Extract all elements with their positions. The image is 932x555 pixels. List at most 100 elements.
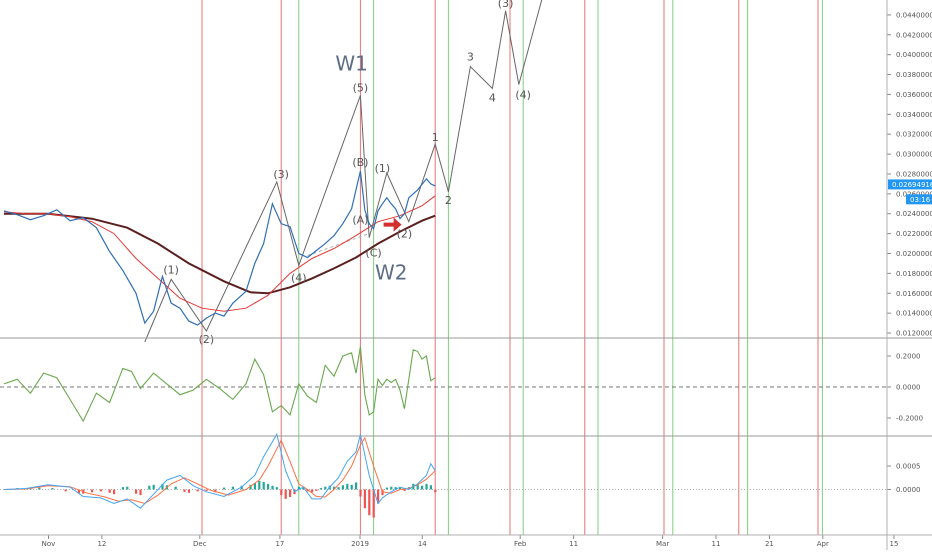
histogram-bar — [174, 486, 177, 490]
time-tick-label: Apr — [817, 540, 829, 548]
histogram-bar — [377, 489, 380, 504]
histogram-bar — [297, 486, 300, 490]
wave-label: (2) — [199, 333, 215, 346]
macd-line — [3, 432, 436, 509]
time-tick-label: 21 — [765, 540, 774, 548]
wave-label: (2) — [397, 228, 413, 241]
time-tick-label: 12 — [97, 540, 106, 548]
histogram-bar — [51, 488, 54, 490]
osc1-tick-label: 0.2000 — [896, 353, 921, 361]
histogram-bar — [385, 487, 388, 490]
histogram-bar — [319, 488, 322, 490]
osc1-tick-label: -0.2000 — [896, 414, 923, 422]
histogram-bar — [258, 481, 261, 490]
histogram-bar — [416, 484, 419, 490]
wave-label: (1) — [375, 162, 391, 175]
cycle-lines — [201, 0, 823, 535]
histogram-bar — [311, 489, 314, 493]
histogram-bar — [390, 486, 393, 490]
histogram-bar — [372, 489, 375, 518]
wave-label: (3) — [498, 0, 514, 10]
histogram-bar — [196, 489, 199, 492]
dashed-trendline — [307, 233, 370, 256]
oscillator-2-pane[interactable]: 0.0005 0.0000 — [0, 432, 921, 518]
wave-label: (1) — [163, 263, 179, 276]
histogram-bar — [359, 489, 362, 497]
countdown-badge — [906, 194, 932, 205]
histogram-bar — [306, 489, 309, 492]
histogram-bar — [139, 489, 142, 496]
histogram-bar — [148, 485, 151, 490]
histogram-bar — [64, 489, 67, 492]
time-tick-label: Feb — [514, 540, 527, 548]
histogram-bar — [284, 489, 287, 499]
histogram-bar — [205, 489, 208, 491]
oscillator-1-line — [3, 346, 436, 423]
histogram-bar — [253, 482, 256, 490]
histogram-bar — [394, 487, 397, 490]
wave-label: (3) — [273, 168, 289, 181]
wave-label: 1 — [432, 131, 439, 144]
last-price-badge — [888, 179, 932, 190]
time-tick-label: 11 — [569, 540, 578, 548]
elliott-wave-path — [144, 0, 543, 343]
histogram-bar — [363, 489, 366, 509]
histogram-bar — [341, 485, 344, 490]
histogram-bar — [91, 489, 94, 493]
histogram-bar — [337, 487, 340, 490]
time-tick-label: Dec — [193, 540, 207, 548]
wave-label: 4 — [489, 91, 496, 104]
wave-label: (A) — [352, 214, 368, 227]
histogram-bar — [121, 487, 124, 490]
histogram-bar — [421, 485, 424, 490]
histogram-bar — [289, 489, 292, 497]
time-tick-label: 14 — [418, 540, 427, 548]
time-tick-label: 15 — [890, 540, 899, 548]
histogram-bar — [29, 488, 32, 490]
red-arrow — [383, 217, 402, 232]
wave-label: W2 — [375, 260, 408, 284]
oscillator-1-pane[interactable]: 0.2000 0.0000 -0.2000 — [0, 346, 923, 423]
histogram-bar — [425, 483, 428, 490]
histogram-bar — [126, 486, 129, 490]
wave-label: W1 — [335, 52, 368, 76]
histogram-bar — [249, 484, 252, 490]
wave-label: (4) — [515, 88, 531, 101]
histogram-bar — [403, 489, 406, 491]
histogram-bar — [113, 489, 116, 495]
time-axis[interactable]: Nov 12 Dec 17 2019 14 Feb 11 Mar 11 21 Apr 15 — [42, 535, 899, 548]
histogram-bar — [231, 486, 234, 490]
histogram-bar — [302, 487, 305, 490]
histogram-bar — [399, 487, 402, 490]
time-tick-label: 11 — [712, 540, 721, 548]
histogram-bar — [214, 489, 217, 493]
price-pane[interactable]: (1) (2) (3) (4) (5) W1 (B) (A) (1) (C) (2) W2 1 2 3 4 (3… — [3, 0, 545, 346]
histogram-bar — [152, 484, 155, 490]
osc2-tick-label: 0.0005 — [896, 463, 921, 471]
moving-average-dark-line — [4, 212, 436, 295]
histogram-bar — [275, 487, 278, 490]
histogram-bar — [135, 489, 138, 494]
histogram-bar — [333, 486, 336, 490]
histogram-bar — [77, 489, 80, 494]
last-price-label: 0.02694916 — [892, 181, 932, 189]
histogram-bar — [324, 486, 327, 490]
histogram-bar — [223, 487, 226, 490]
time-tick-label: 17 — [275, 540, 284, 548]
wave-label: (B) — [352, 156, 368, 169]
